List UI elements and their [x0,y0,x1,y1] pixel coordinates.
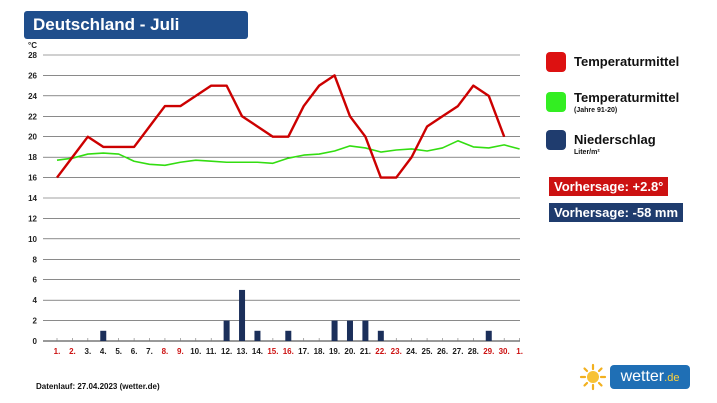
x-tick-label: 27. [452,347,463,356]
precipitation-bar [362,320,369,341]
y-tick-label: 12 [28,214,37,223]
y-tick-label: 2 [33,317,38,326]
y-tick-label: 28 [28,51,37,60]
x-tick-label: 26. [437,347,448,356]
precipitation-bar [485,330,492,341]
precipitation-bar [346,320,353,341]
y-tick-label: 18 [28,153,37,162]
sun-icon [579,363,607,391]
x-tick-label: 10. [190,347,201,356]
forecast-temperature-badge: Vorhersage: +2.8° [549,177,669,196]
x-tick-label: 23. [391,347,402,356]
x-tick-label: 15. [267,347,278,356]
y-tick-label: 10 [28,235,37,244]
legend-swatch-temperature [546,52,566,72]
x-tick-label: 13. [236,347,247,356]
y-tick-label: 26 [28,71,37,80]
x-tick-label: 30. [499,347,510,356]
x-tick-label: 12. [221,347,232,356]
x-tick-label: 22. [375,347,386,356]
x-tick-label: 14. [252,347,263,356]
legend-label-temperature-normal: Temperaturmittel [574,90,680,105]
legend-label-temperature: Temperaturmittel [574,54,680,69]
x-tick-label: 19. [329,347,340,356]
legend-sub-temperature-normal: (Jahre 91-20) [574,107,618,114]
legend-swatch-temperature-normal [546,92,566,112]
y-unit-label: °C [28,41,37,50]
precipitation-bar [331,320,338,341]
data-run-footer: Datenlauf: 27.04.2023 (wetter.de) [36,382,160,391]
x-tick-label: 25. [422,347,433,356]
y-tick-label: 6 [33,276,38,285]
x-tick-label: 8. [162,347,169,356]
y-tick-label: 0 [33,337,38,346]
temperature-normal-line [56,140,520,167]
precipitation-bar [377,330,384,341]
x-tick-label: 16. [283,347,294,356]
x-tick-label: 29. [483,347,494,356]
x-tick-label: 11. [206,347,217,356]
wetter-de-logo: wetter.de [578,363,690,391]
x-tick-label: 3. [85,347,92,356]
x-tick-label: 2. [69,347,76,356]
precipitation-bar [239,289,246,341]
x-tick-label: 21. [360,347,371,356]
legend-swatch-precipitation [546,130,566,150]
x-tick-label: 24. [406,347,417,356]
legend-sub-precipitation: Liter/m² [574,149,600,156]
x-tick-label: 18. [314,347,325,356]
page-title: Deutschland - Juli [24,11,248,39]
y-tick-label: 14 [28,194,37,203]
precipitation-bar [100,330,107,341]
y-tick-label: 4 [33,296,38,305]
precipitation-bar [285,330,292,341]
temperature-line [56,74,506,179]
brand-name: wetter [620,368,665,385]
y-tick-label: 22 [28,112,37,121]
x-tick-label: 20. [344,347,355,356]
legend-label-precipitation: Niederschlag [574,132,656,147]
y-tick-label: 20 [28,133,37,142]
y-tick-label: 8 [33,255,38,264]
precipitation-bar [254,330,261,341]
x-tick-label: 5. [115,347,122,356]
x-tick-label: 1. [516,347,523,356]
brand-tld: .de [664,372,680,384]
x-tick-label: 4. [100,347,107,356]
forecast-precipitation-badge: Vorhersage: -58 mm [549,203,684,222]
x-tick-label: 17. [298,347,309,356]
y-tick-label: 24 [28,92,37,101]
x-tick-label: 1. [54,347,61,356]
x-tick-label: 6. [131,347,138,356]
x-tick-label: 28. [468,347,479,356]
x-tick-label: 9. [177,347,184,356]
y-tick-label: 16 [28,174,37,183]
x-tick-label: 7. [146,347,153,356]
precipitation-bar [223,320,230,341]
brand-wordmark: wetter.de [610,365,690,389]
